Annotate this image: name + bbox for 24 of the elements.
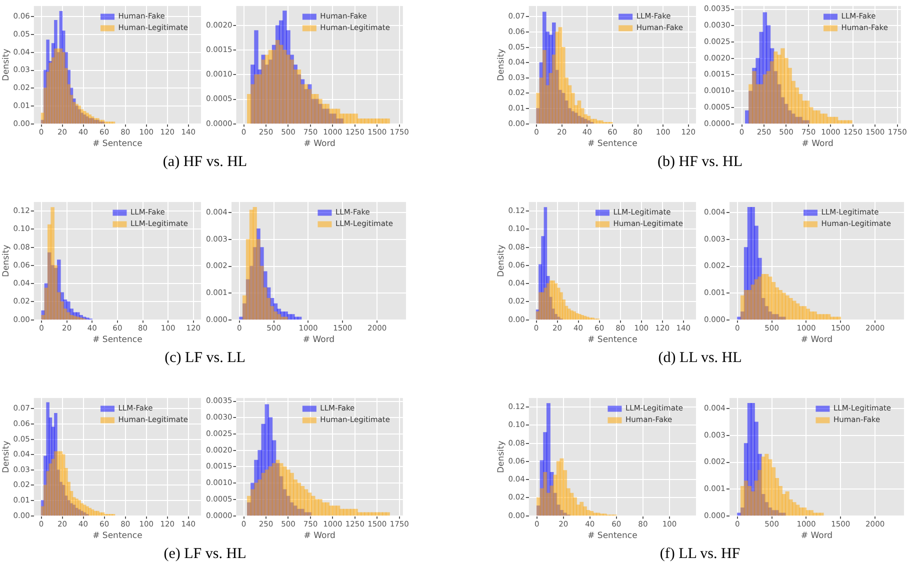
x-axis-title: # Sentence — [588, 139, 638, 150]
x-axis-title: # Word — [802, 139, 834, 150]
text: (c) LF vs. LL — [164, 350, 246, 367]
text: (e) LF vs. HL — [162, 546, 248, 563]
x-axis-title: # Word — [302, 335, 335, 346]
y-axis-title: Density — [1, 48, 12, 82]
x-axis-title: # Sentence — [92, 139, 142, 150]
x-axis-title: # Sentence — [92, 531, 142, 542]
text: (a) HF vs. HL — [162, 154, 248, 171]
x-axis-title: # Word — [800, 531, 833, 542]
y-axis-title: Density — [1, 440, 12, 474]
x-axis-title: # Word — [304, 531, 336, 542]
y-axis-title: Density — [496, 244, 506, 278]
text: (d) LL vs. HL — [657, 350, 743, 367]
y-axis-title: Density — [496, 48, 506, 82]
x-axis-title: # Sentence — [588, 531, 638, 542]
x-axis-title: # Sentence — [92, 335, 142, 346]
text: (f) LL vs. HF — [658, 546, 742, 563]
x-axis-title: # Sentence — [588, 335, 638, 346]
y-axis-title: Density — [1, 244, 12, 278]
x-axis-title: # Word — [800, 335, 833, 346]
y-axis-title: Density — [496, 440, 506, 474]
x-axis-title: # Word — [304, 139, 336, 150]
text: (b) HF vs. HL — [656, 154, 744, 171]
